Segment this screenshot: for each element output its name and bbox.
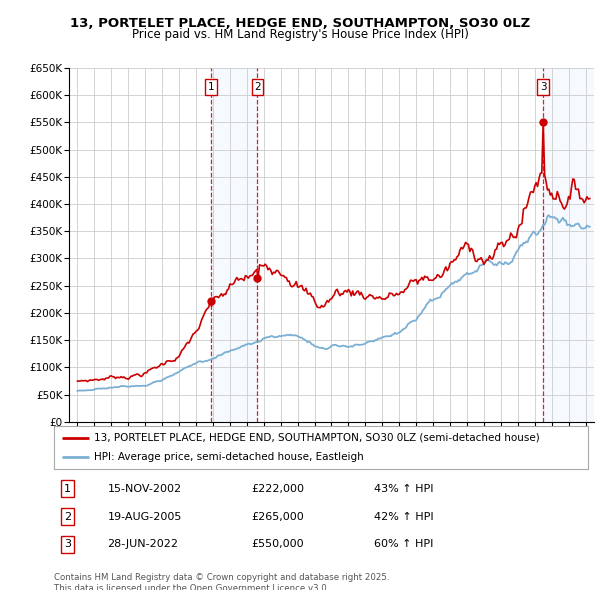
Text: 2: 2: [254, 82, 261, 92]
Text: HPI: Average price, semi-detached house, Eastleigh: HPI: Average price, semi-detached house,…: [94, 453, 364, 463]
Text: 1: 1: [208, 82, 214, 92]
Text: 2: 2: [64, 512, 71, 522]
Text: 42% ↑ HPI: 42% ↑ HPI: [374, 512, 434, 522]
Text: 13, PORTELET PLACE, HEDGE END, SOUTHAMPTON, SO30 0LZ (semi-detached house): 13, PORTELET PLACE, HEDGE END, SOUTHAMPT…: [94, 432, 540, 442]
Text: 28-JUN-2022: 28-JUN-2022: [107, 539, 178, 549]
Text: 1: 1: [64, 484, 71, 493]
Text: Contains HM Land Registry data © Crown copyright and database right 2025.
This d: Contains HM Land Registry data © Crown c…: [54, 573, 389, 590]
Text: 15-NOV-2002: 15-NOV-2002: [107, 484, 182, 493]
Text: 60% ↑ HPI: 60% ↑ HPI: [374, 539, 434, 549]
Bar: [211, 68, 257, 422]
Bar: [543, 68, 594, 422]
Text: 43% ↑ HPI: 43% ↑ HPI: [374, 484, 434, 493]
Text: £550,000: £550,000: [251, 539, 304, 549]
Text: Price paid vs. HM Land Registry's House Price Index (HPI): Price paid vs. HM Land Registry's House …: [131, 28, 469, 41]
Text: 13, PORTELET PLACE, HEDGE END, SOUTHAMPTON, SO30 0LZ: 13, PORTELET PLACE, HEDGE END, SOUTHAMPT…: [70, 17, 530, 30]
Text: £222,000: £222,000: [251, 484, 305, 493]
Text: 19-AUG-2005: 19-AUG-2005: [107, 512, 182, 522]
Text: 3: 3: [540, 82, 547, 92]
Text: £265,000: £265,000: [251, 512, 304, 522]
Text: 3: 3: [64, 539, 71, 549]
